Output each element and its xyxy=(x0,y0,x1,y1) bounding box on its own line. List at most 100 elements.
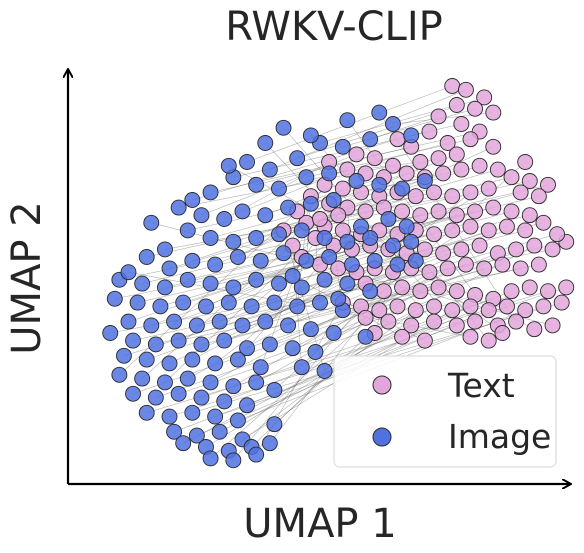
image-point xyxy=(170,332,187,349)
x-axis-label: UMAP 1 xyxy=(243,501,396,547)
image-point xyxy=(138,249,155,265)
text-point xyxy=(508,313,525,330)
image-point xyxy=(198,298,214,315)
image-point xyxy=(366,252,383,269)
image-point xyxy=(266,294,283,311)
image-point xyxy=(202,450,219,467)
text-point xyxy=(385,157,401,174)
text-point xyxy=(394,328,411,345)
text-point xyxy=(521,207,538,224)
text-point xyxy=(494,325,511,341)
text-point xyxy=(521,279,538,296)
image-point xyxy=(115,347,132,364)
text-point xyxy=(339,161,356,178)
image-point xyxy=(129,294,146,311)
text-point xyxy=(357,203,374,220)
text-point xyxy=(412,207,429,224)
image-point xyxy=(239,340,255,357)
image-point xyxy=(143,317,160,334)
image-point xyxy=(257,135,274,151)
image-point xyxy=(207,355,224,372)
text-point xyxy=(444,222,461,239)
image-point xyxy=(293,279,310,296)
text-point xyxy=(430,150,447,167)
image-point xyxy=(362,230,379,246)
text-point xyxy=(394,203,411,220)
image-point xyxy=(339,275,356,292)
text-point xyxy=(544,317,561,334)
image-point xyxy=(184,192,201,208)
text-point xyxy=(535,214,552,231)
image-point xyxy=(403,127,420,144)
image-point xyxy=(170,199,187,216)
image-point xyxy=(157,374,173,391)
image-point xyxy=(416,173,433,189)
image-point xyxy=(257,207,274,224)
text-point xyxy=(416,241,433,258)
text-point xyxy=(412,283,429,300)
image-point xyxy=(252,252,269,269)
image-point xyxy=(157,241,173,258)
text-point xyxy=(435,165,452,182)
image-point xyxy=(184,252,201,269)
image-point xyxy=(202,184,219,201)
image-point xyxy=(407,252,424,269)
image-point xyxy=(239,397,255,414)
text-point xyxy=(517,222,534,239)
image-point xyxy=(120,264,137,281)
image-point xyxy=(202,374,219,391)
image-point xyxy=(284,340,301,357)
image-point xyxy=(239,154,255,170)
text-point xyxy=(439,260,456,277)
image-series xyxy=(102,104,433,469)
image-point xyxy=(339,233,356,250)
text-point xyxy=(448,207,465,224)
image-point xyxy=(321,165,338,182)
image-point xyxy=(229,249,246,265)
image-point xyxy=(134,275,151,292)
text-point xyxy=(521,173,538,189)
image-point xyxy=(125,385,141,402)
image-point xyxy=(248,374,265,391)
text-point xyxy=(553,294,570,311)
image-point xyxy=(111,366,128,383)
image-point xyxy=(147,389,164,406)
text-point xyxy=(462,184,479,201)
text-point xyxy=(489,161,506,178)
text-point xyxy=(503,283,520,300)
text-point xyxy=(471,237,488,254)
text-point xyxy=(467,203,483,220)
text-point xyxy=(444,188,461,205)
image-point xyxy=(216,211,233,227)
text-point xyxy=(535,298,552,315)
text-point xyxy=(457,256,474,273)
image-point xyxy=(179,222,196,239)
text-point xyxy=(480,180,497,197)
text-point xyxy=(512,260,529,277)
text-point xyxy=(435,245,452,262)
image-point xyxy=(248,446,265,463)
image-point xyxy=(134,370,151,387)
image-point xyxy=(225,378,242,395)
image-point xyxy=(175,435,192,452)
image-point xyxy=(353,218,369,235)
text-point xyxy=(462,298,479,315)
text-point xyxy=(517,154,534,170)
text-point xyxy=(375,283,392,300)
pair-link xyxy=(228,309,416,452)
image-point xyxy=(166,423,183,440)
image-point xyxy=(234,317,251,334)
text-point xyxy=(526,321,543,338)
image-point xyxy=(385,237,401,254)
text-point xyxy=(485,138,502,155)
text-point xyxy=(453,161,470,178)
image-point xyxy=(325,192,342,208)
image-point xyxy=(261,336,278,353)
image-point xyxy=(348,173,365,189)
legend-marker-text xyxy=(372,375,392,395)
text-point xyxy=(540,283,556,300)
text-point xyxy=(476,260,493,277)
image-point xyxy=(202,275,219,292)
image-point xyxy=(371,104,388,121)
